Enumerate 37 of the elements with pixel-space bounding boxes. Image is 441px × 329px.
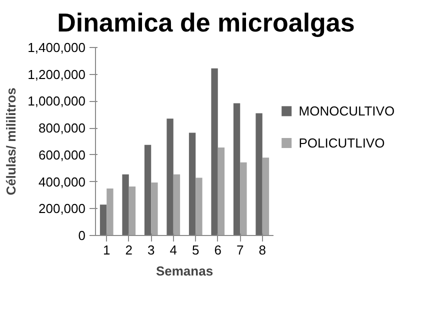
- bar: [211, 68, 218, 236]
- bar: [100, 204, 107, 236]
- bar: [173, 174, 180, 236]
- y-tick-label: 800,000: [38, 120, 86, 136]
- x-tick-label: 1: [103, 242, 110, 258]
- x-tick-label: 3: [148, 242, 155, 258]
- legend-label: POLICUTLIVO: [298, 136, 385, 151]
- bar: [240, 162, 247, 236]
- y-tick-label: 600,000: [38, 147, 86, 162]
- y-tick-label: 200,000: [38, 201, 86, 216]
- y-axis-title: Células/ mililitros: [4, 88, 19, 196]
- bar: [218, 148, 225, 236]
- x-tick-label: 6: [214, 242, 222, 258]
- x-tick-label: 4: [170, 242, 177, 258]
- bar: [106, 188, 114, 236]
- bar: [188, 132, 196, 236]
- legend-label: MONOCULTIVO: [298, 104, 395, 119]
- bar: [128, 186, 136, 236]
- bar: [233, 103, 240, 236]
- bar: [151, 182, 158, 236]
- y-tick-label: 400,000: [38, 174, 86, 190]
- x-tick-label: 8: [258, 242, 266, 258]
- x-tick-label: 5: [192, 242, 200, 258]
- y-tick-label: 0: [78, 228, 86, 243]
- x-axis-title: Semanas: [156, 264, 214, 278]
- x-tick-label: 7: [236, 242, 244, 258]
- y-tick-label: 1,000,000: [28, 94, 86, 109]
- bar: [122, 174, 129, 236]
- chart-title: Dinamica de microalgas: [57, 8, 355, 38]
- bar: [166, 118, 174, 236]
- bar: [262, 158, 270, 236]
- y-tick-label: 1,400,000: [28, 40, 86, 55]
- y-tick-label: 1,200,000: [28, 66, 86, 82]
- bar: [196, 178, 202, 236]
- bar: [144, 144, 152, 236]
- bar: [256, 113, 262, 236]
- x-tick-label: 2: [125, 242, 132, 258]
